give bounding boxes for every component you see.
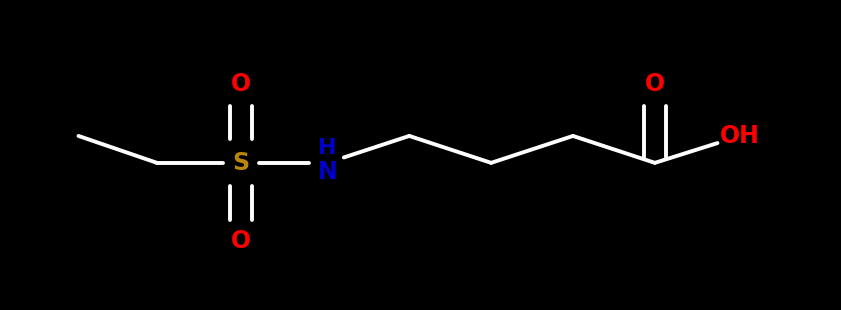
Text: O: O [231,72,251,96]
Text: OH: OH [720,124,760,148]
Text: O: O [231,229,251,253]
Text: N: N [318,160,337,184]
Text: H: H [318,138,336,158]
Text: O: O [645,72,665,96]
Text: S: S [232,151,250,175]
